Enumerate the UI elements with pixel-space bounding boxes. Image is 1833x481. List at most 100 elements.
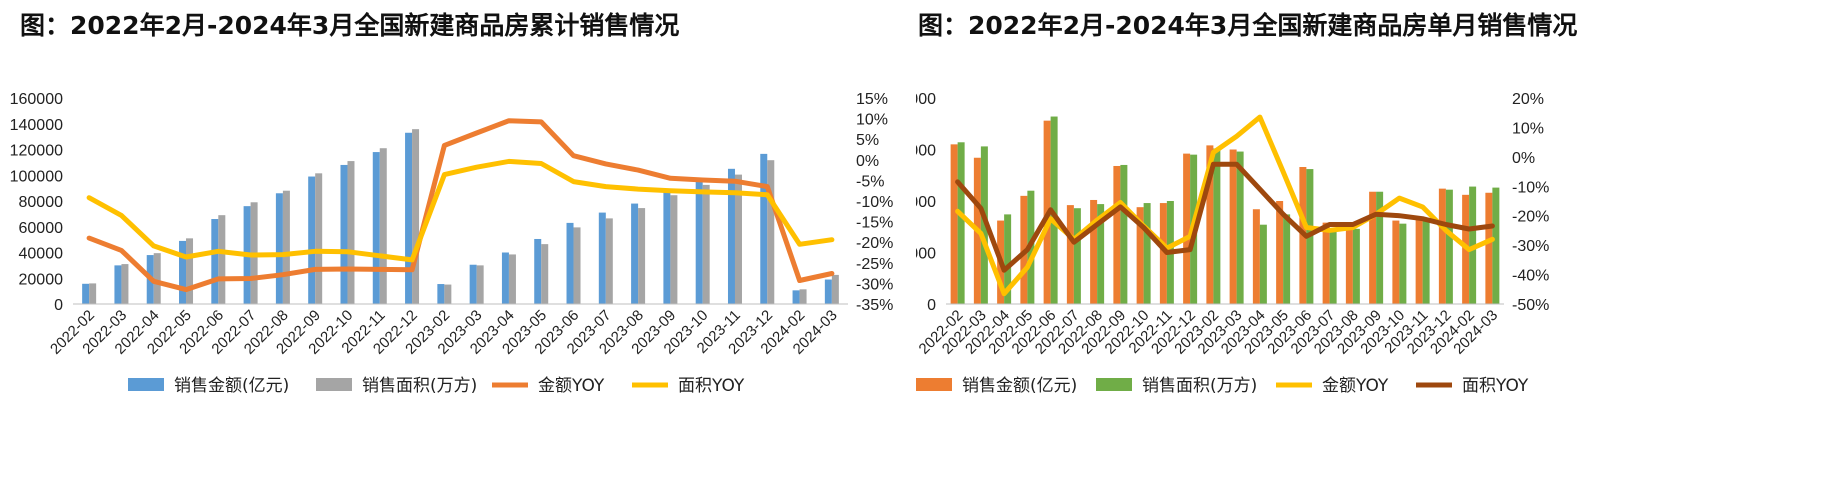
line-area-yoy xyxy=(955,161,1495,273)
bar-amount xyxy=(1485,192,1493,304)
legend-item: 面积YOY xyxy=(1416,376,1529,396)
y-right-tick-label: -40% xyxy=(1512,268,1549,285)
bar-amount xyxy=(1206,145,1214,304)
bar-area xyxy=(541,244,549,304)
y-left-tick-label: 160000 xyxy=(10,91,63,108)
bar-amount xyxy=(340,164,348,304)
legend-item: 金额YOY xyxy=(492,376,605,396)
bar-area xyxy=(638,208,646,304)
bar-area xyxy=(734,174,742,304)
bar-area xyxy=(957,142,965,304)
bar-area xyxy=(1143,203,1151,304)
bar-area xyxy=(670,195,678,304)
bar-amount xyxy=(631,203,639,304)
bar-amount xyxy=(275,193,283,304)
legend-item: 销售金额(亿元) xyxy=(916,376,1077,396)
y-right-tick-label: 10% xyxy=(856,112,888,129)
legend-label: 金额YOY xyxy=(1322,376,1389,396)
bar-area xyxy=(89,283,97,304)
bar-area xyxy=(218,215,226,304)
y-left-tick-label: 140000 xyxy=(10,117,63,134)
bar-amount xyxy=(950,144,958,304)
bar-amount xyxy=(372,152,380,304)
bar-area xyxy=(379,148,387,304)
bar-amount xyxy=(82,283,90,304)
bar-area xyxy=(1329,231,1337,304)
legend-label: 销售面积(万方) xyxy=(362,376,477,396)
legend-swatch xyxy=(128,378,164,391)
bar-area xyxy=(1492,187,1500,304)
bar-amount xyxy=(211,219,219,304)
bar-area xyxy=(1213,148,1221,304)
y-right-tick-label: -20% xyxy=(856,235,893,252)
bar-amount xyxy=(566,222,574,304)
line-amount-yoy xyxy=(86,118,835,293)
bar-area xyxy=(1283,214,1291,304)
bar-amount xyxy=(1229,149,1237,304)
bar-area xyxy=(1120,164,1128,304)
legend-label: 销售面积(万方) xyxy=(1142,376,1257,396)
bar-area xyxy=(1445,189,1453,304)
legend-item: 面积YOY xyxy=(632,376,745,396)
bar-amount xyxy=(727,168,735,304)
y-left-tick-label: 20000 xyxy=(916,91,936,108)
monthly-sales-plot: 0 5000 10000 15000 20000 -50% -40% -30% -20% -10%… xyxy=(916,91,1549,396)
y-right-tick-label: 15% xyxy=(856,91,888,108)
bar-amount xyxy=(114,265,122,304)
bar-area xyxy=(1376,191,1384,304)
bar-area xyxy=(605,218,613,304)
line-area-yoy xyxy=(86,158,835,263)
bar-amount xyxy=(1276,201,1284,304)
bar-area xyxy=(412,129,420,304)
bar-amount xyxy=(1392,220,1400,304)
bar-amount xyxy=(1322,222,1330,304)
y-left-tick-label: 80000 xyxy=(19,194,64,211)
bar-area xyxy=(1073,208,1081,304)
cumulative-sales-plot: 0 20000 40000 60000 80000 100000 120000 140000 1… xyxy=(10,91,894,396)
bar-amount xyxy=(663,189,671,304)
y-right-tick-label: -20% xyxy=(1512,209,1549,226)
bar-area xyxy=(980,146,988,304)
bar-amount xyxy=(534,238,542,304)
cumulative-sales-chart: 图：2022年2月-2024年3月全国新建商品房累计销售情况 0 20000 400… xyxy=(0,0,916,481)
bar-area xyxy=(444,284,452,304)
y-left-tick-label: 100000 xyxy=(10,168,63,185)
bar-area xyxy=(121,264,129,304)
legend-label: 面积YOY xyxy=(1462,376,1529,396)
legend-label: 金额YOY xyxy=(538,376,605,396)
y-left-tick-label: 0 xyxy=(54,297,63,314)
bar-area xyxy=(1050,116,1058,304)
y-right-tick-label: 0% xyxy=(1512,150,1535,167)
bar-area xyxy=(702,184,710,304)
legend-label: 销售金额(亿元) xyxy=(962,376,1077,396)
legend-item: 销售面积(万方) xyxy=(1096,376,1257,396)
y-left-tick-label: 0 xyxy=(927,297,936,314)
y-right-tick-label: 5% xyxy=(856,132,879,149)
bar-amount xyxy=(308,176,316,304)
bar-amount xyxy=(695,179,703,304)
bar-amount xyxy=(1159,203,1167,304)
bar-amount xyxy=(405,132,413,304)
y-right-tick-label: -15% xyxy=(856,215,893,232)
bar-area xyxy=(1422,220,1430,304)
bar-amount xyxy=(501,252,509,304)
y-left-tick-label: 120000 xyxy=(10,143,63,160)
bar-area xyxy=(282,190,290,304)
bar-area xyxy=(315,173,323,304)
bar-area xyxy=(1399,223,1407,304)
bar-area xyxy=(1352,228,1360,304)
y-right-tick-label: -5% xyxy=(856,173,884,190)
bar-amount xyxy=(1066,205,1074,304)
y-left-tick-label: 20000 xyxy=(19,271,64,288)
y-left-tick-label: 15000 xyxy=(916,143,936,160)
bar-amount xyxy=(1345,226,1353,304)
bar-area xyxy=(153,253,161,304)
bar-amount xyxy=(1415,218,1423,304)
bar-amount xyxy=(469,264,477,304)
y-right-tick-label: -30% xyxy=(856,276,893,293)
y-right-tick-label: -35% xyxy=(856,297,893,314)
legend-swatch xyxy=(316,378,352,391)
y-right-tick-label: -10% xyxy=(1512,179,1549,196)
bar-amount xyxy=(1136,207,1144,304)
legend-item: 金额YOY xyxy=(1276,376,1389,396)
